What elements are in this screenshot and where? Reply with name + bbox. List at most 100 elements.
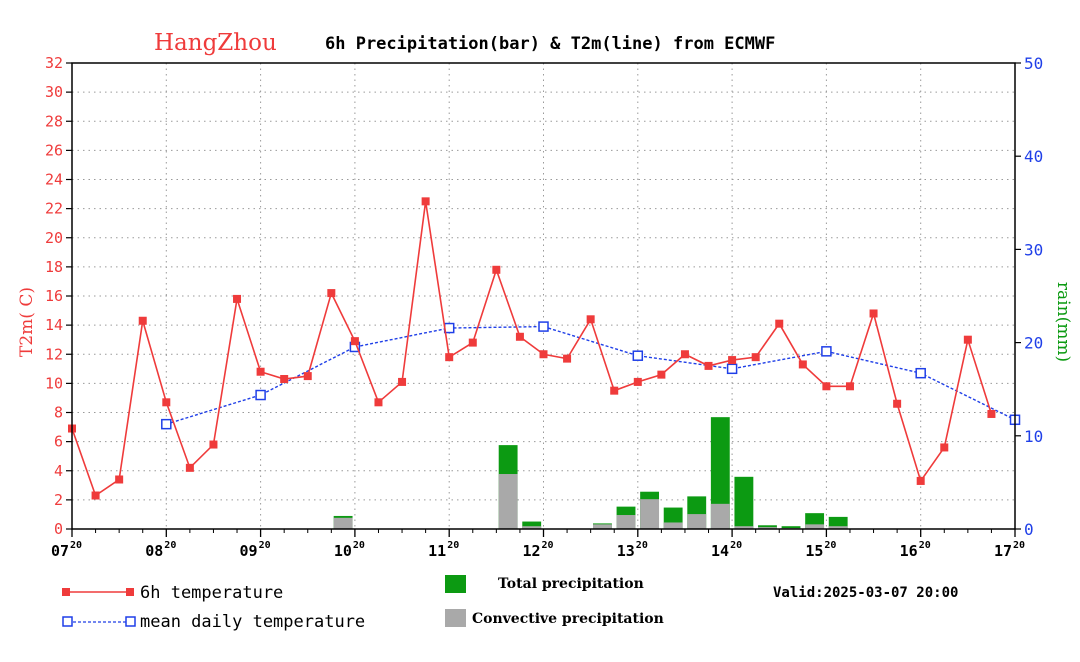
y-tick-left-label: 16 [45,287,63,305]
convective-precip-bar [687,514,707,529]
temperature-point [893,399,902,408]
temperature-point [398,377,407,386]
temperature-point [185,463,194,472]
convective-precip-bar [734,526,754,529]
temperature-point [515,332,524,341]
legend-temperature-label: 6h temperature [140,583,284,603]
temperature-point [845,382,854,391]
temperature-point [657,370,666,379]
temperature-point [563,354,572,363]
convective-precip-bar [805,524,825,529]
y-tick-left-label: 4 [54,462,63,480]
legend-total-label: Total precipitation [498,576,644,592]
convective-precip-bar [616,515,636,529]
temperature-point [963,335,972,344]
temperature-point [798,360,807,369]
y-tick-left-label: 14 [45,316,63,334]
y-tick-right-label: 40 [1024,147,1043,166]
temperature-point [775,319,784,328]
y-tick-right-label: 50 [1024,54,1043,73]
x-tick-day-label: 10 [334,542,352,560]
temperature-point [633,377,642,386]
x-tick-hour-label: 20 [164,540,176,551]
temperature-point [704,361,713,370]
temperature-point [233,294,242,303]
legend-convective-swatch [445,609,466,627]
convective-precip-bar [593,524,612,529]
total-precip-bar [828,516,848,529]
temperature-point [539,350,548,359]
x-tick-day-label: 15 [805,542,823,560]
convective-precip-bar [710,503,730,529]
temperature-point [492,265,501,274]
x-tick-hour-label: 20 [70,540,82,551]
total-precip-bar [710,417,730,529]
y-tick-left-label: 24 [45,171,63,189]
convective-precip-bar [498,474,518,529]
x-tick-hour-label: 20 [447,540,459,551]
mean-temperature-point [632,350,644,361]
temperature-point [209,440,218,449]
temperature-point [162,398,171,407]
y-tick-left-label: 30 [45,83,63,101]
x-tick-day-label: 08 [145,542,163,560]
y-tick-left-label: 8 [54,404,63,422]
convective-precip-bar [640,499,660,529]
y-tick-left-label: 12 [45,345,63,363]
mean-temperature-point [915,367,926,379]
x-tick-day-label: 17 [994,542,1012,560]
y-tick-left-label: 32 [45,54,63,72]
y-tick-right-label: 30 [1024,240,1043,259]
y-tick-left-label: 6 [54,433,63,451]
convective-precip-bar [522,526,542,529]
total-precip-bar [781,526,801,529]
x-tick-hour-label: 20 [353,540,365,551]
grid-lines [72,63,1015,529]
x-tick-hour-label: 20 [259,540,271,551]
mean-temperature-series [161,321,1021,430]
y-tick-left-label: 28 [45,112,63,130]
temperature-point [751,353,760,362]
convective-precip-bar [333,517,353,529]
temperature-point [987,409,996,418]
valid-time: Valid:2025-03-07 20:00 [773,585,959,601]
temperature-point [869,309,878,318]
y-tick-right-label: 10 [1024,427,1043,446]
y-tick-left-label: 20 [45,229,63,247]
legend-temperature-marker [62,588,134,596]
legend-convective-label: Convective precipitation [472,611,664,627]
x-tick-hour-label: 20 [919,540,931,551]
total-precip-bar [522,521,542,529]
y-tick-right-label: 0 [1024,520,1034,539]
temperature-point [138,316,147,325]
convective-precip-bar [828,526,848,529]
temperature-point [327,289,336,298]
temperature-point [256,367,265,376]
mean-temperature-point [255,389,266,401]
x-tick-hour-label: 20 [730,540,742,551]
chart-title-city: HangZhou [154,30,277,56]
y-tick-left-label: 10 [45,374,63,392]
y-tick-left-label: 2 [54,491,63,509]
x-tick-day-label: 13 [617,542,635,560]
temperature-point [303,372,312,381]
y-tick-left-label: 26 [45,141,63,159]
temperature-point [468,338,477,347]
temperature-point [350,337,359,346]
y-tick-left-label: 22 [45,200,63,218]
total-precip-bar [734,476,754,529]
temperature-point [728,356,737,365]
x-tick-hour-label: 20 [542,540,554,551]
temperature-point [586,315,595,324]
temperature-point [610,386,619,395]
legend-total-swatch [445,575,466,593]
temperature-line [71,201,993,497]
temperature-point [445,353,454,362]
precipitation-bars [333,417,848,529]
temperature-point [374,398,383,407]
x-tick-day-label: 14 [711,542,729,560]
legend-mean-marker [62,616,136,627]
temperature-point [822,382,831,391]
y-tick-left-label: 18 [45,258,63,276]
x-tick-hour-label: 20 [636,540,648,551]
